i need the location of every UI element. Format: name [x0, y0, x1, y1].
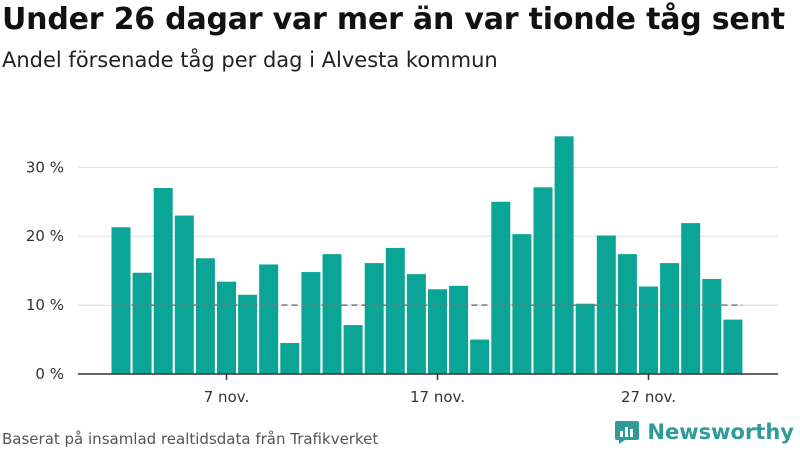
bar — [449, 285, 469, 374]
x-tick-label: 27 nov. — [621, 388, 676, 406]
bar — [132, 272, 152, 374]
bar — [111, 227, 131, 374]
bar — [238, 294, 258, 374]
newsworthy-logo-icon — [615, 421, 640, 444]
bar — [322, 254, 342, 374]
bar — [153, 188, 173, 374]
bar — [681, 223, 701, 374]
bar — [660, 263, 680, 374]
bar — [512, 234, 532, 374]
bar — [301, 272, 321, 374]
bar — [174, 215, 194, 374]
bar — [575, 303, 595, 374]
x-tick-label: 17 nov. — [410, 388, 465, 406]
bar — [364, 263, 384, 374]
y-tick-label: 20 % — [26, 227, 64, 245]
source-note: Baserat på insamlad realtidsdata från Tr… — [2, 430, 379, 448]
y-axis-labels: 0 % 10 % 20 % 30 % — [26, 158, 64, 383]
chart-subtitle: Andel försenade tåg per dag i Alvesta ko… — [2, 48, 498, 72]
bar — [406, 274, 426, 374]
bar — [428, 289, 447, 374]
brand-logo: Newsworthy — [613, 418, 794, 446]
bar — [533, 187, 553, 374]
bar — [195, 258, 215, 374]
y-tick-label: 10 % — [26, 296, 64, 314]
bar — [617, 254, 637, 374]
chart-title: Under 26 dagar var mer än var tionde tåg… — [2, 2, 785, 37]
bar — [554, 136, 574, 374]
bar — [259, 264, 279, 374]
bar — [217, 281, 236, 374]
bars — [111, 136, 743, 374]
y-tick-label: 30 % — [26, 158, 64, 176]
bar — [385, 247, 405, 374]
bar — [639, 286, 658, 374]
x-axis: 7 nov. 17 nov. 27 nov. — [78, 373, 778, 406]
bar — [723, 319, 743, 374]
x-tick-label: 7 nov. — [204, 388, 249, 406]
bar — [491, 201, 511, 374]
y-tick-label: 0 % — [35, 365, 64, 383]
bar — [470, 339, 490, 374]
bar — [702, 278, 722, 374]
bar — [280, 343, 300, 374]
brand-name: Newsworthy — [647, 420, 794, 444]
bar — [343, 325, 363, 374]
